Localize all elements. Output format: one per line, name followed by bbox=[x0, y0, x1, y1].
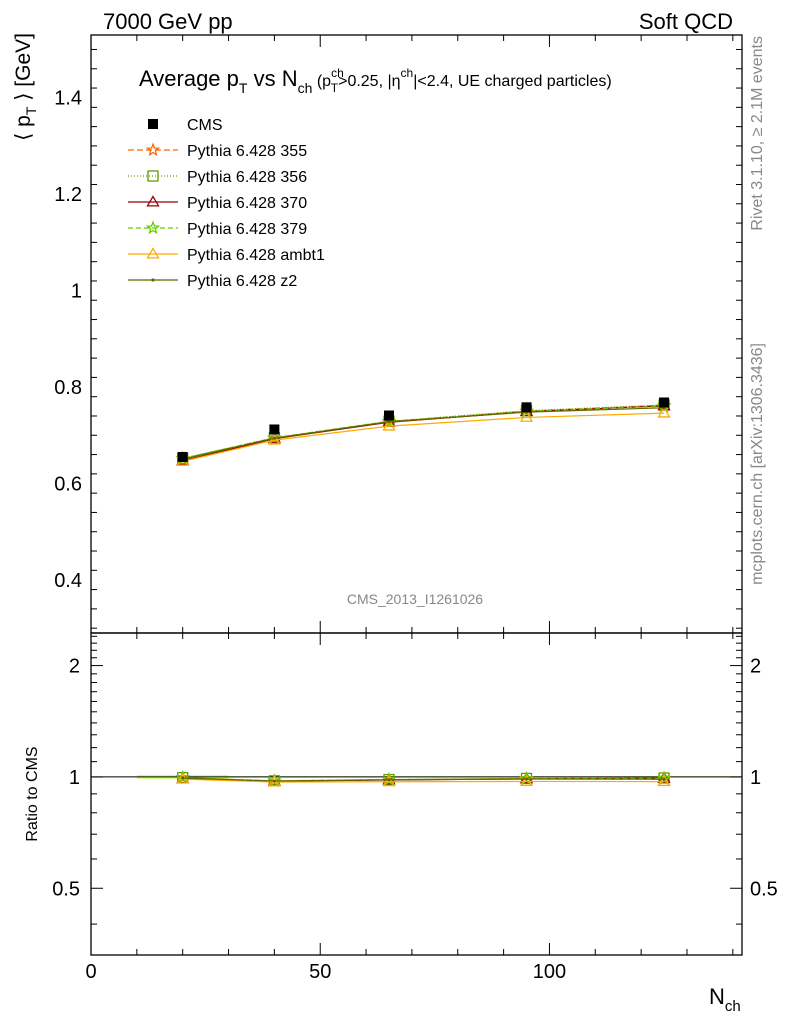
ratio-tick-label-right: 1 bbox=[750, 767, 761, 789]
ratio-marker bbox=[524, 777, 529, 781]
y-tick-label: 1.2 bbox=[54, 184, 82, 206]
data-point bbox=[177, 451, 188, 462]
y-tick-label: 0.6 bbox=[54, 474, 82, 496]
series-marker bbox=[272, 436, 276, 440]
ratio-marker bbox=[657, 771, 671, 783]
legend-item-data: CMS bbox=[148, 117, 223, 134]
ratio-tick-label-left: 1 bbox=[69, 767, 80, 789]
series-marker bbox=[657, 406, 671, 418]
series-marker bbox=[519, 410, 534, 422]
series-line bbox=[182, 404, 665, 460]
y-tick-label: 0.8 bbox=[54, 377, 82, 399]
series-line bbox=[182, 412, 665, 462]
legend-item-0: Pythia 6.428 355 bbox=[128, 142, 307, 160]
series-line bbox=[182, 404, 665, 460]
chart-title: Average pT vs Nch (pch T>0.25, |ηch|<2.4,… bbox=[139, 66, 612, 96]
ratio-series-5 bbox=[181, 776, 666, 783]
legend-item-1: Pythia 6.428 356 bbox=[128, 169, 307, 186]
analysis-watermark: CMS_2013_I1261026 bbox=[347, 591, 483, 607]
ratio-axis-ticks bbox=[90, 633, 742, 955]
header-left: 7000 GeV pp bbox=[103, 9, 233, 34]
ratio-frame bbox=[90, 632, 743, 956]
rivet-label: Rivet 3.1.10, ≥ 2.1M events bbox=[749, 36, 766, 231]
ratio-marker bbox=[662, 777, 666, 781]
ratio-tick-label-left: 0.5 bbox=[52, 878, 80, 900]
data-point bbox=[521, 402, 532, 413]
legend-label: Pythia 6.428 370 bbox=[187, 195, 307, 212]
ratio-marker bbox=[175, 770, 190, 784]
main-y-tick-labels: 0.4 0.6 0.8 1 1.2 1.4 bbox=[54, 88, 82, 592]
y-tick-label: 1 bbox=[71, 281, 82, 303]
legend-item-3: Pythia 6.428 379 bbox=[128, 220, 307, 238]
ratio-marker bbox=[387, 778, 391, 782]
legend-label: Pythia 6.428 355 bbox=[187, 143, 307, 160]
ratio-marker bbox=[272, 779, 276, 783]
ratio-marker bbox=[181, 776, 185, 780]
mcplots-label: mcplots.cern.ch [arXiv:1306.3436] bbox=[749, 343, 766, 585]
x-tick-label: 100 bbox=[533, 961, 566, 983]
ratio-line bbox=[182, 778, 665, 783]
ratio-axis-label: Ratio to CMS bbox=[24, 746, 41, 841]
ratio-marker bbox=[519, 772, 534, 784]
series-marker bbox=[382, 419, 396, 431]
ratio-series-layer bbox=[175, 770, 672, 788]
ratio-marker bbox=[382, 774, 396, 787]
ratio-series-4 bbox=[176, 772, 671, 787]
x-tick-label: 0 bbox=[85, 961, 96, 983]
ratio-marker bbox=[657, 774, 671, 787]
data-point bbox=[383, 410, 394, 421]
x-axis-label: Nch bbox=[709, 984, 741, 1015]
legend-label: Pythia 6.428 356 bbox=[187, 169, 307, 186]
legend-marker bbox=[145, 142, 161, 157]
ratio-marker bbox=[519, 774, 534, 786]
ratio-tick-label-right: 0.5 bbox=[750, 878, 778, 900]
main-series-layer bbox=[175, 397, 672, 466]
series-line bbox=[182, 405, 665, 460]
data-point bbox=[659, 397, 670, 408]
main-axis-ticks bbox=[90, 35, 742, 633]
data-point bbox=[269, 424, 280, 435]
series-marker bbox=[387, 420, 391, 424]
ratio-tick-label-left: 2 bbox=[69, 656, 80, 678]
legend-item-5: Pythia 6.428 z2 bbox=[128, 273, 297, 290]
y-tick-label: 1.4 bbox=[54, 88, 82, 110]
ratio-tick-labels: 0.5 0.5 1 1 2 2 bbox=[52, 656, 778, 901]
ratio-marker bbox=[267, 773, 282, 787]
ratio-tick-label-right: 2 bbox=[750, 656, 761, 678]
series-4 bbox=[176, 406, 671, 466]
legend-marker bbox=[145, 220, 161, 235]
legend-label: Pythia 6.428 379 bbox=[187, 221, 307, 238]
series-line bbox=[182, 405, 665, 462]
legend-marker bbox=[146, 247, 160, 259]
y-tick-label: 0.4 bbox=[54, 570, 82, 592]
legend-label: Pythia 6.428 z2 bbox=[187, 273, 297, 290]
x-tick-label: 50 bbox=[309, 961, 331, 983]
y-axis-label: ⟨ pT ⟩ [GeV] bbox=[12, 33, 39, 141]
legend-marker bbox=[151, 278, 155, 282]
legend-marker bbox=[146, 195, 160, 207]
legend-label: Pythia 6.428 ambt1 bbox=[187, 247, 325, 264]
legend-label: CMS bbox=[187, 117, 223, 134]
legend-item-2: Pythia 6.428 370 bbox=[128, 195, 307, 212]
data-markers-layer bbox=[177, 397, 670, 462]
x-tick-labels: 0 50 100 bbox=[85, 961, 566, 983]
legend-marker bbox=[147, 170, 159, 182]
legend-marker bbox=[148, 119, 158, 129]
header-right: Soft QCD bbox=[639, 9, 733, 34]
legend: CMS Pythia 6.428 355 Pythia 6.428 356 Pythi… bbox=[128, 117, 325, 290]
series-5 bbox=[181, 406, 666, 461]
legend-item-4: Pythia 6.428 ambt1 bbox=[128, 247, 325, 264]
